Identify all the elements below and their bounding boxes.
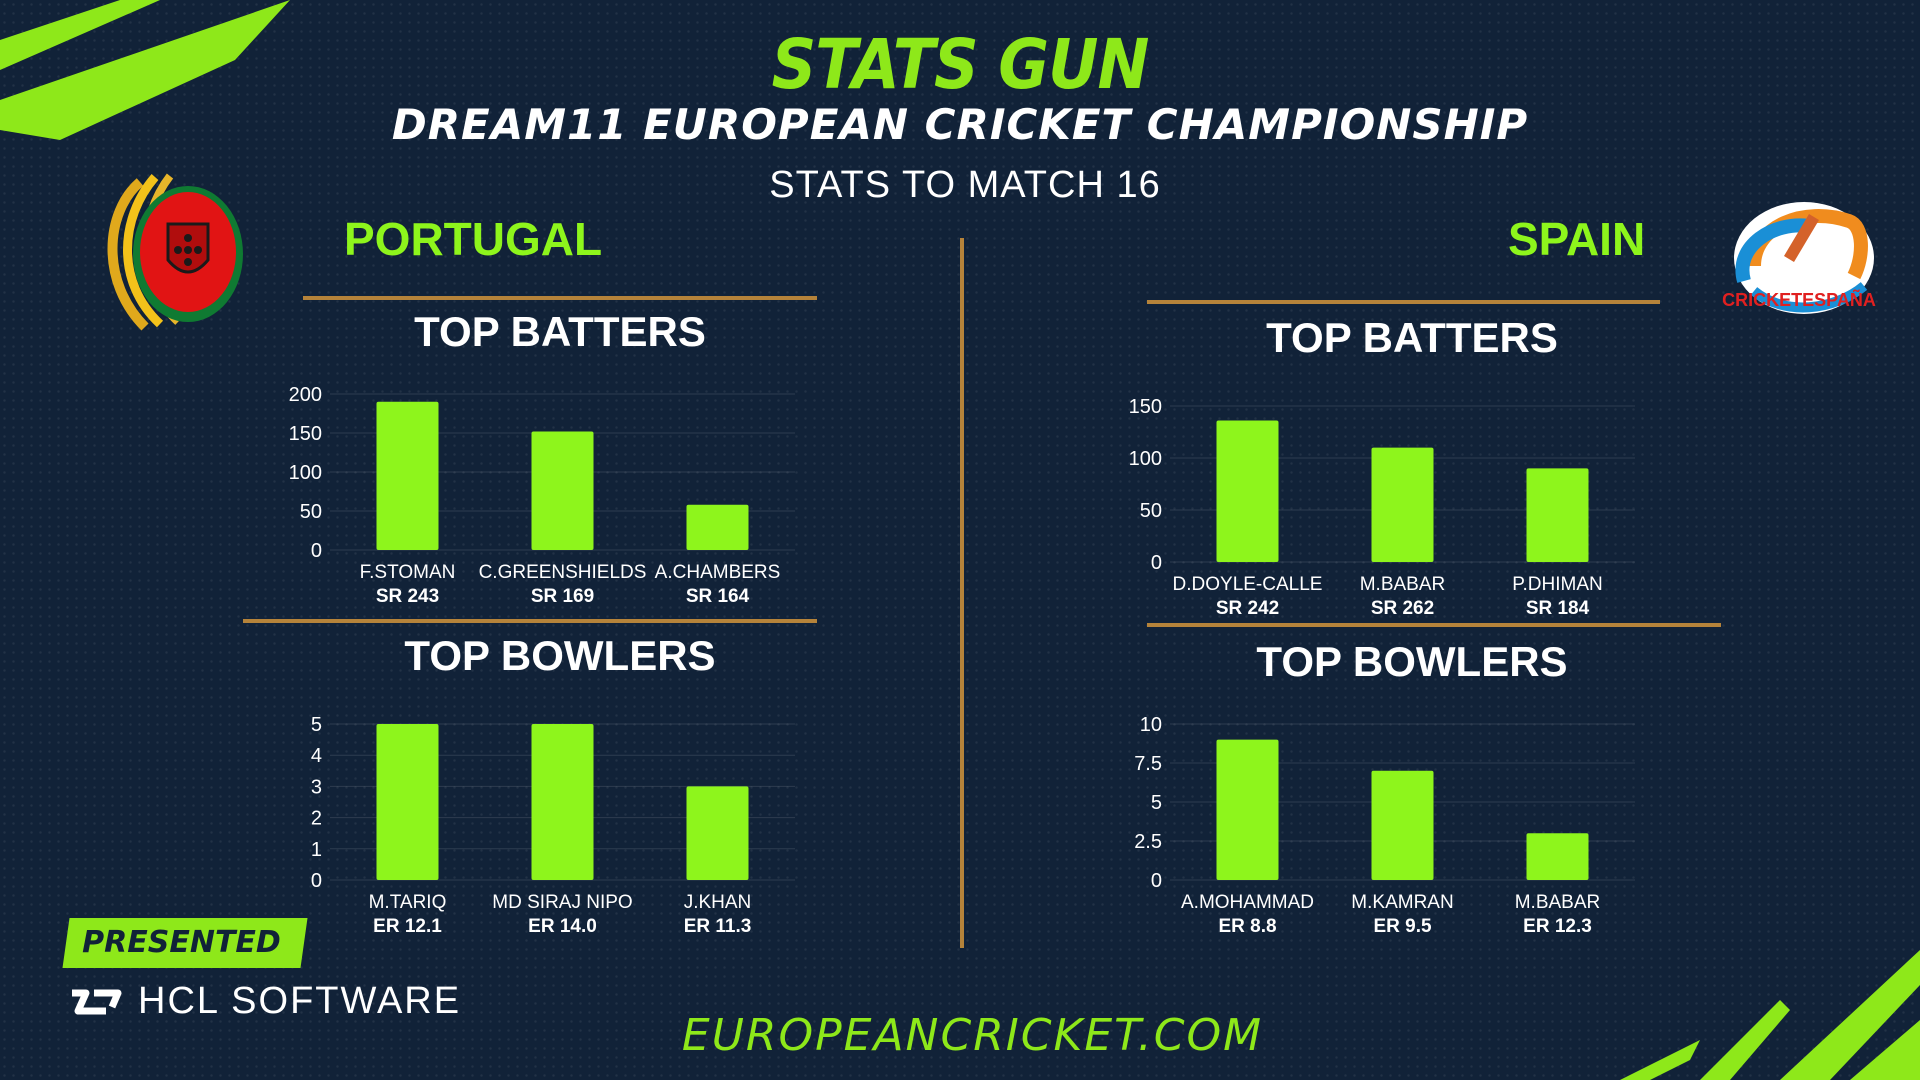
center-divider	[960, 238, 964, 948]
y-tick-label: 7.5	[1134, 753, 1162, 775]
y-tick-label: 50	[300, 501, 322, 523]
stat-label: ER 12.3	[1523, 916, 1592, 937]
category-label: M.BABAR	[1360, 574, 1446, 595]
stat-label: ER 8.8	[1218, 916, 1276, 937]
page-title: STATS GUN	[771, 24, 1150, 105]
bar	[1216, 739, 1279, 880]
y-tick-label: 100	[1129, 448, 1162, 470]
team-name-portugal: PORTUGAL	[344, 213, 603, 265]
stat-label: ER 14.0	[528, 916, 597, 937]
stat-label: SR 243	[376, 586, 439, 607]
stat-label: SR 242	[1216, 598, 1279, 619]
bar	[531, 431, 594, 550]
spain-batters-heading: TOP BATTERS	[1266, 314, 1558, 361]
spain-bowlers-chart: 0 2.5 5 7.5 10 A.MOHAMMAD ER 8.8 M.KAMRAN ER 9.5…	[1134, 714, 1635, 937]
presented-by-badge: PRESENTED BY	[62, 918, 308, 1010]
bar	[1371, 770, 1434, 880]
spain-section-rule	[1147, 623, 1721, 627]
spain-header-rule	[1147, 300, 1660, 304]
category-label: M.TARIQ	[369, 892, 447, 913]
cricket-espana-logo-text: CRICKETESPAÑA	[1722, 289, 1876, 310]
stat-label: SR 262	[1371, 598, 1434, 619]
y-tick-label: 3	[311, 776, 322, 798]
y-tick-label: 0	[311, 870, 322, 892]
bar	[686, 504, 749, 550]
category-label: C.GREENSHIELDS	[479, 562, 647, 583]
category-label: A.MOHAMMAD	[1181, 892, 1314, 913]
category-label: P.DHIMAN	[1512, 574, 1602, 595]
y-tick-label: 150	[289, 423, 322, 445]
hcl-software-logo: HCL SOFTWARE	[66, 980, 461, 1023]
y-tick-label: 5	[1151, 792, 1162, 814]
bar	[1371, 447, 1434, 562]
stat-label: ER 12.1	[373, 916, 442, 937]
category-label: F.STOMAN	[360, 562, 456, 583]
stat-label: SR 169	[531, 586, 594, 607]
bar	[376, 401, 439, 550]
y-tick-label: 200	[289, 384, 322, 406]
y-tick-label: 0	[1151, 552, 1162, 574]
category-label: D.DOYLE-CALLE	[1173, 574, 1323, 595]
portugal-batters-chart: 0 50 100 150 200 F.STOMAN SR 243 C.GREENSHIELDS…	[289, 384, 795, 607]
bar	[531, 724, 594, 880]
spain-bowlers-heading: TOP BOWLERS	[1256, 638, 1568, 685]
y-tick-label: 150	[1129, 396, 1162, 418]
y-tick-label: 50	[1140, 500, 1162, 522]
portugal-batters-heading: TOP BATTERS	[414, 308, 706, 355]
category-label: MD SIRAJ NIPO	[492, 892, 632, 913]
stat-label: ER 11.3	[684, 916, 752, 937]
y-tick-label: 0	[1151, 870, 1162, 892]
stat-label: SR 164	[686, 586, 750, 607]
championship-title: DREAM11 EUROPEAN CRICKET CHAMPIONSHIP	[391, 100, 1529, 149]
category-label: M.BABAR	[1515, 892, 1601, 913]
stat-label: ER 9.5	[1373, 916, 1432, 937]
portugal-bowlers-heading: TOP BOWLERS	[404, 632, 716, 679]
y-tick-label: 1	[311, 839, 322, 861]
website-link[interactable]: EUROPEANCRICKET.COM	[681, 1010, 1264, 1061]
portugal-bowlers-chart: 0 1 2 3 4 5 M.TARIQ ER 12.1 MD SIRAJ NIPO ER 14.0…	[311, 714, 795, 937]
y-tick-label: 4	[311, 745, 322, 767]
portugal-header-rule	[303, 296, 817, 300]
bar	[1216, 420, 1279, 562]
bar	[1526, 468, 1589, 562]
bar	[376, 724, 439, 880]
sponsor-name: HCL SOFTWARE	[138, 980, 462, 1022]
portugal-federation-crest-icon	[107, 173, 243, 331]
category-label: J.KHAN	[684, 892, 752, 913]
y-tick-label: 2.5	[1134, 831, 1162, 853]
cricket-espana-logo-icon: CRICKETESPAÑA	[1722, 202, 1876, 314]
bar	[1526, 833, 1589, 880]
category-label: M.KAMRAN	[1351, 892, 1453, 913]
category-label: A.CHAMBERS	[655, 562, 781, 583]
hcl-logo-icon	[72, 989, 122, 1014]
y-tick-label: 0	[311, 540, 322, 562]
portugal-section-rule	[243, 619, 817, 623]
y-tick-label: 10	[1140, 714, 1162, 736]
stat-label: SR 184	[1526, 598, 1590, 619]
stats-label: STATS TO MATCH 16	[769, 164, 1161, 206]
y-tick-label: 5	[311, 714, 322, 736]
bar	[686, 786, 749, 880]
spain-batters-chart: 0 50 100 150 D.DOYLE-CALLE SR 242 M.BABAR SR 26…	[1129, 396, 1635, 619]
y-tick-label: 2	[311, 808, 322, 830]
y-tick-label: 100	[289, 462, 322, 484]
team-name-spain: SPAIN	[1508, 213, 1646, 265]
